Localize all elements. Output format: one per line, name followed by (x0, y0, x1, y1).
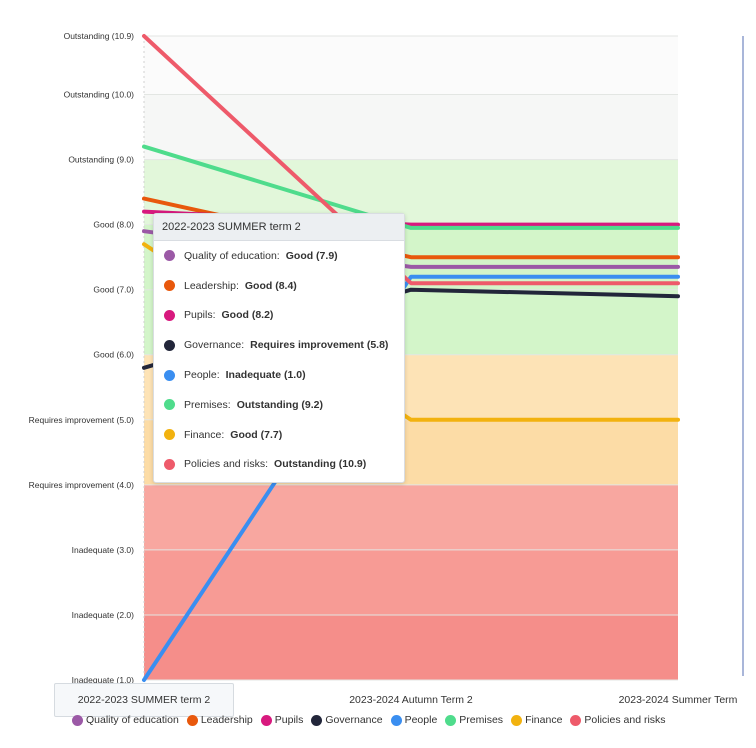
tooltip-row-value: Requires improvement (5.8) (250, 339, 389, 352)
y-tick-label-1: Outstanding (10.0) (64, 90, 135, 100)
legend-item-governance[interactable]: Governance (311, 714, 383, 726)
tooltip-row-name: People: (184, 369, 220, 382)
legend-label: Finance (525, 714, 563, 726)
tooltip-row-quality-of-education: Quality of education: Good (7.9) (154, 241, 404, 271)
finance-dot-icon (164, 429, 175, 441)
legend-item-pupils[interactable]: Pupils (260, 714, 304, 726)
tooltip-row-leadership: Leadership: Good (8.4) (154, 271, 404, 301)
legend-dot-icon (72, 714, 83, 726)
right-edge-rule (742, 36, 744, 676)
rating-band-6 (144, 484, 678, 550)
legend-item-finance[interactable]: Finance (511, 714, 562, 726)
tooltip-row-governance: Governance: Requires improvement (5.8) (154, 330, 404, 360)
legend-dot-icon (570, 714, 582, 726)
tooltip-row-value: Good (8.4) (244, 279, 297, 292)
legend-item-people[interactable]: People (390, 714, 438, 726)
y-tick-label-7: Requires improvement (4.0) (29, 480, 135, 490)
legend-dot-icon (445, 714, 457, 726)
tooltip-row-name: Leadership: (184, 279, 239, 292)
y-tick-label-3: Good (8.0) (93, 220, 134, 230)
tooltip-row-value: Good (7.9) (285, 249, 338, 262)
legend: Quality of education Leadership Pupils G… (72, 713, 674, 727)
y-tick-label-6: Requires improvement (5.0) (29, 415, 135, 425)
series-line-premises[interactable] (142, 144, 680, 230)
x-tick-label-1: 2023-2024 Autumn Term 2 (349, 694, 473, 706)
y-tick-label-2: Outstanding (9.0) (68, 155, 134, 165)
legend-dot-icon (390, 714, 402, 726)
y-axis-ticks: Outstanding (10.9) Outstanding (10.0) Outs… (29, 31, 135, 685)
premises-dot-icon (164, 399, 175, 411)
legend-label: Pupils (274, 714, 304, 726)
tooltip-row-value: Outstanding (10.9) (274, 458, 367, 471)
rating-band-7 (144, 549, 678, 615)
tooltip-row-name: Premises: (184, 398, 231, 411)
tooltip-row-value: Good (7.7) (230, 428, 283, 441)
y-tick-label-10: Inadequate (1.0) (72, 675, 135, 685)
tooltip-row-value: Good (8.2) (221, 309, 274, 322)
tooltip: 2022-2023 SUMMER term 2 Quality of educa… (153, 213, 405, 483)
legend-dot-icon (260, 714, 272, 726)
tooltip-row-people: People: Inadequate (1.0) (154, 360, 404, 390)
pupils-dot-icon (164, 309, 175, 321)
rating-band-8 (144, 614, 678, 680)
legend-item-quality-of-education[interactable]: Quality of education (72, 714, 179, 726)
legend-item-policies-and-risks[interactable]: Policies and risks (570, 714, 666, 726)
policies-and-risks-dot-icon (164, 458, 175, 470)
legend-label: Premises (459, 714, 504, 726)
legend-dot-icon (511, 714, 523, 726)
tooltip-row-pupils: Pupils: Good (8.2) (154, 301, 404, 331)
series-line-policies-and-risks[interactable] (142, 34, 680, 286)
legend-label: Policies and risks (584, 714, 666, 726)
y-tick-label-5: Good (6.0) (93, 350, 134, 360)
x-tick-label-2: 2023-2024 Summer Term (619, 694, 738, 706)
rating-band-1 (144, 94, 678, 160)
tooltip-title: 2022-2023 SUMMER term 2 (154, 214, 404, 241)
series-line-people[interactable] (142, 274, 680, 682)
legend-label: People (404, 714, 438, 726)
legend-label: Governance (325, 714, 383, 726)
axis-pointer-label: 2022-2023 SUMMER term 2 (54, 683, 234, 717)
y-tick-label-0: Outstanding (10.9) (64, 31, 135, 41)
legend-dot-icon (311, 714, 323, 726)
axis-pointer-label-text: 2022-2023 SUMMER term 2 (77, 694, 211, 706)
quality-of-education-dot-icon (164, 250, 175, 262)
legend-label: Leadership (200, 714, 253, 726)
legend-item-premises[interactable]: Premises (445, 714, 503, 726)
tooltip-row-name: Policies and risks: (184, 458, 269, 471)
leadership-dot-icon (164, 280, 175, 292)
tooltip-row-policies-and-risks: Policies and risks: Outstanding (10.9) (154, 450, 404, 480)
people-dot-icon (164, 369, 175, 381)
y-tick-label-9: Inadequate (2.0) (72, 610, 135, 620)
legend-dot-icon (186, 714, 198, 726)
rating-band-0 (144, 36, 678, 95)
y-tick-label-4: Good (7.0) (93, 285, 134, 295)
legend-label: Quality of education (86, 714, 179, 726)
governance-dot-icon (164, 339, 175, 351)
tooltip-row-name: Finance: (184, 428, 225, 441)
tooltip-row-name: Governance: (184, 339, 245, 352)
tooltip-row-finance: Finance: Good (7.7) (154, 420, 404, 450)
tooltip-row-premises: Premises: Outstanding (9.2) (154, 390, 404, 420)
y-tick-label-8: Inadequate (3.0) (72, 545, 135, 555)
tooltip-row-name: Pupils: (184, 309, 216, 322)
tooltip-row-value: Outstanding (9.2) (236, 398, 324, 411)
legend-item-leadership[interactable]: Leadership (186, 714, 253, 726)
tooltip-row-value: Inadequate (1.0) (225, 369, 306, 382)
x-axis-ticks: 2023-2024 Autumn Term 2 2023-2024 Summer … (349, 694, 737, 706)
tooltip-row-name: Quality of education: (184, 249, 280, 262)
